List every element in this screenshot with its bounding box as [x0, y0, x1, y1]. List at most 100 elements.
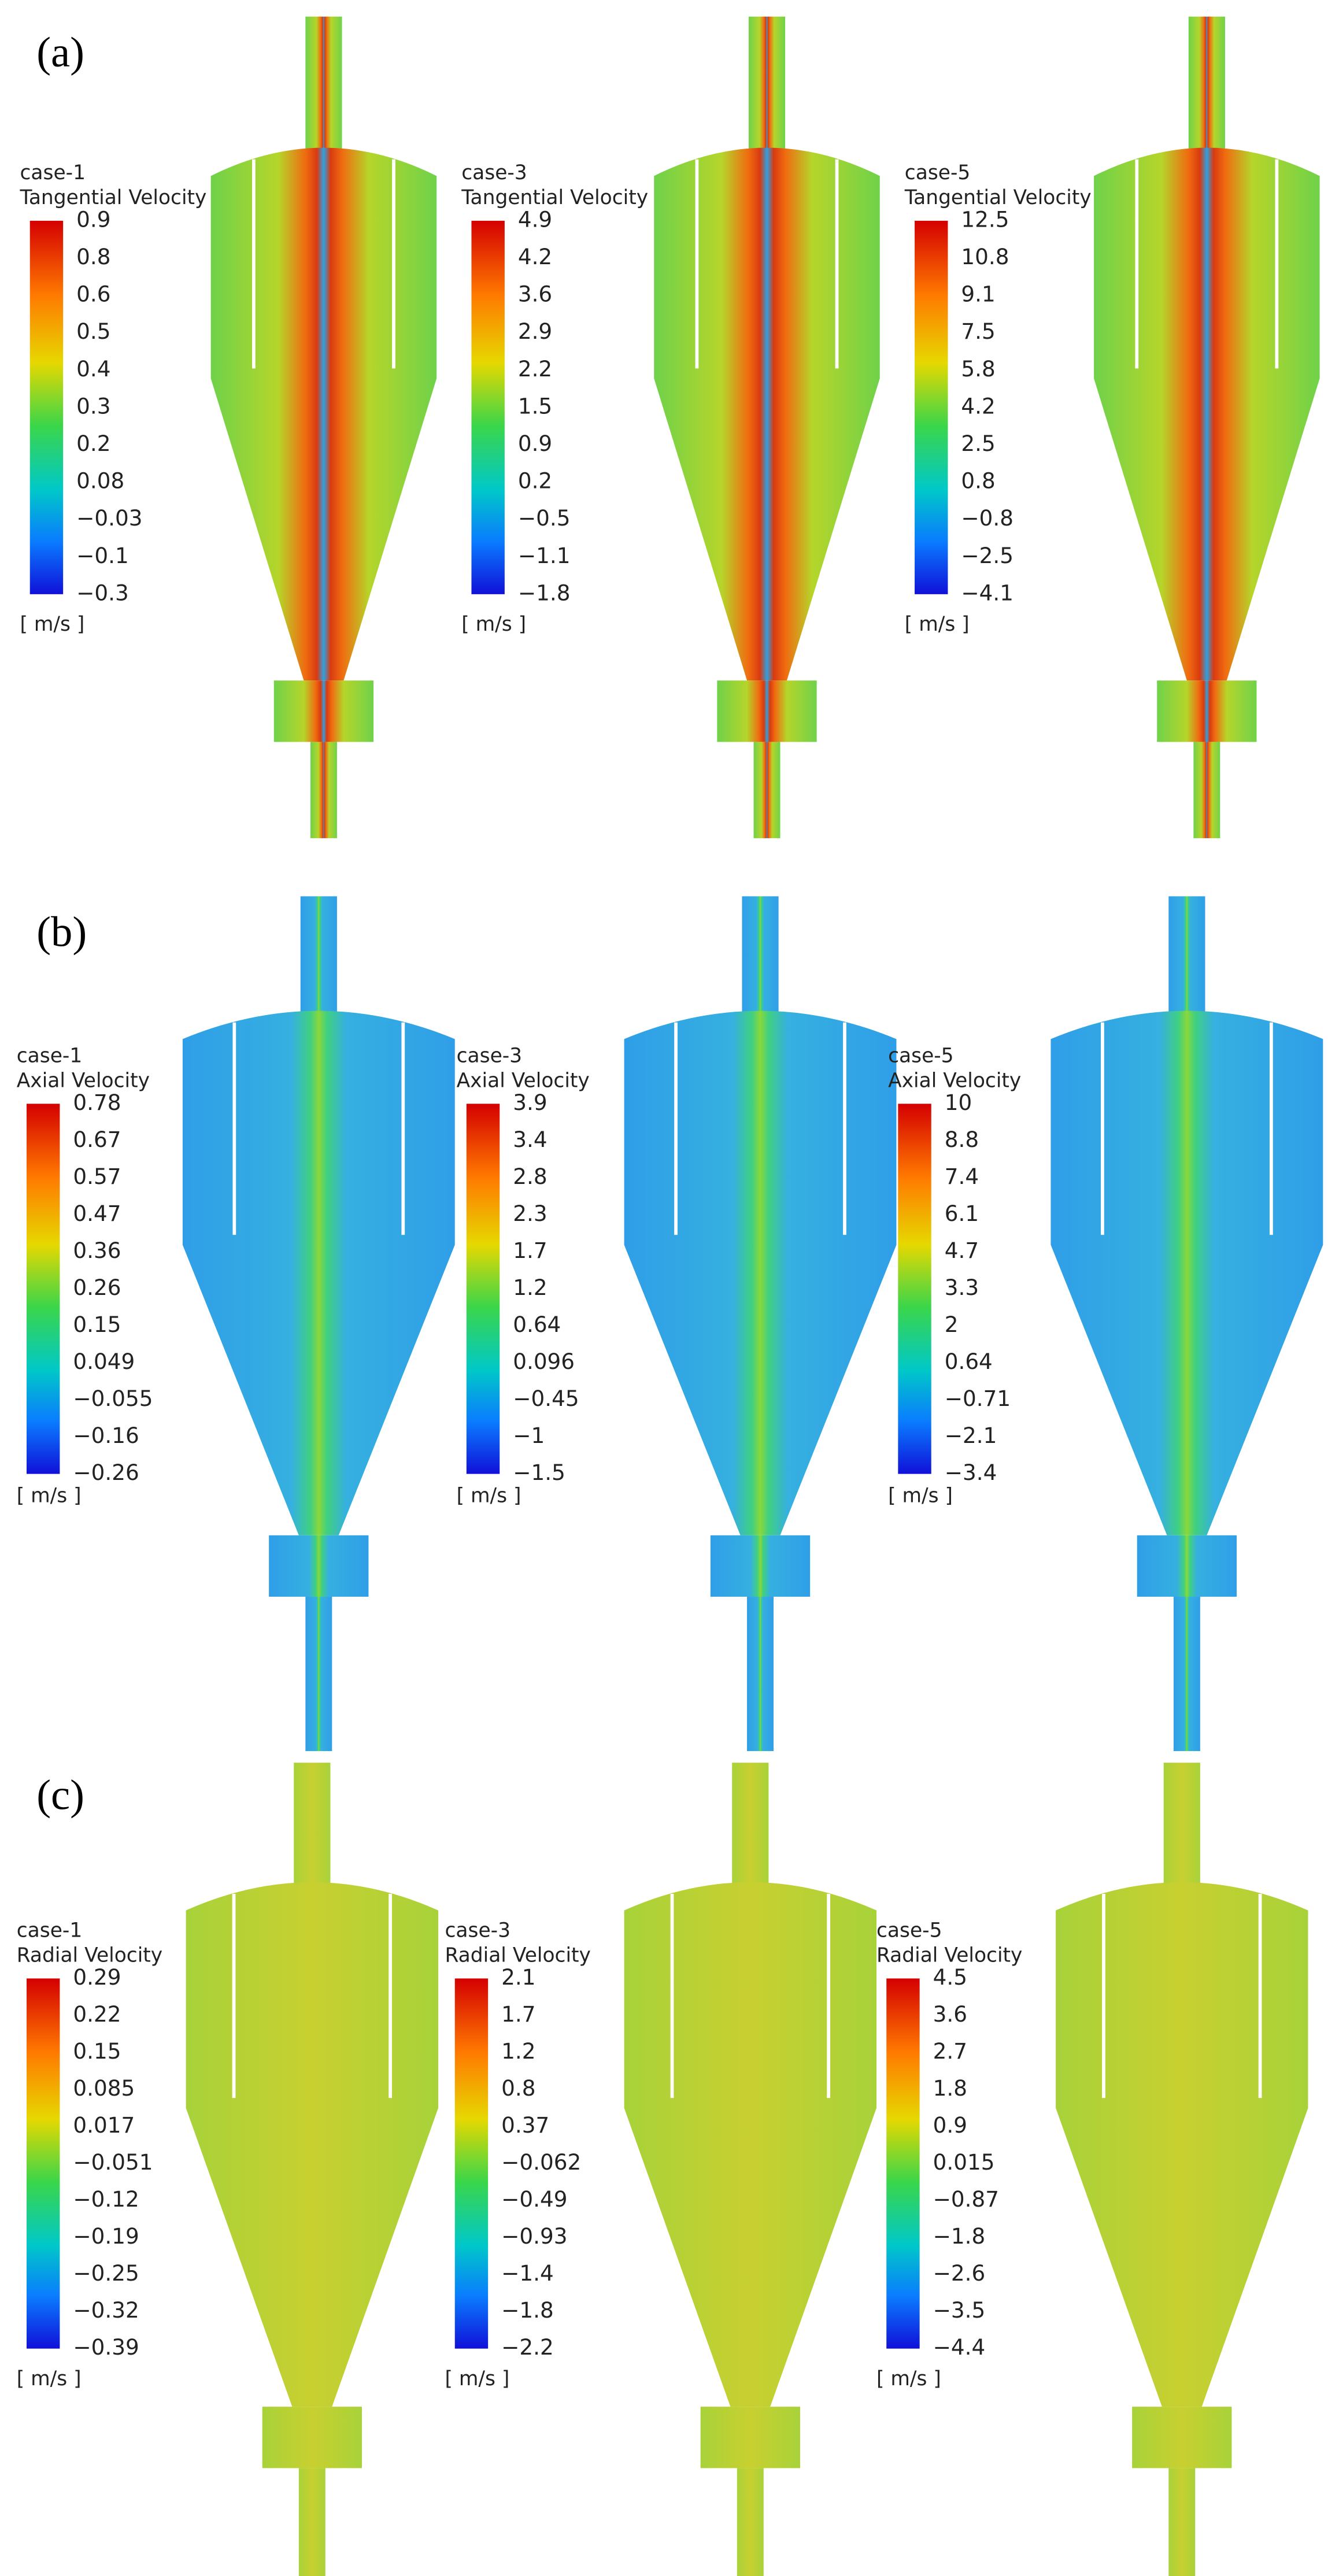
cyclone-body	[1094, 147, 1320, 681]
colorbar-tick-label: 2.2	[518, 356, 552, 382]
outlet-tube	[1193, 742, 1220, 838]
colorbar-tick-label: 1.5	[518, 393, 552, 419]
cyclone-body	[182, 1011, 455, 1535]
colorbar	[26, 1104, 60, 1474]
colorbar	[29, 220, 64, 594]
colorbar-tick-label: 2.7	[933, 2038, 967, 2064]
colorbar-tick-label: −0.3	[76, 580, 129, 605]
panel-label: (c)	[36, 1771, 84, 1819]
inlet-tube	[732, 1763, 769, 1897]
colorbar-tick-label: 3.4	[513, 1127, 547, 1152]
colorbar-tick-label: 0.37	[501, 2112, 549, 2138]
colorbar-tick-label: −1.1	[518, 543, 571, 568]
case-label: case-1	[20, 161, 86, 184]
colorbar-tick-label: −0.03	[76, 505, 142, 531]
case-label: case-5	[888, 1045, 954, 1068]
outlet-tube	[1173, 1597, 1200, 1752]
colorbar-tick-label: 1.7	[501, 2001, 535, 2027]
colorbar-tick-label: −4.1	[961, 580, 1013, 605]
colorbar-tick-label: 0.22	[73, 2001, 121, 2027]
colorbar-tick-label: 4.2	[961, 393, 995, 419]
colorbar-tick-label: 0.8	[961, 468, 995, 494]
quantity-label: Radial Velocity	[17, 1944, 162, 1967]
quantity-label: Axial Velocity	[457, 1069, 590, 1093]
colorbar-tick-label: 0.5	[76, 319, 110, 344]
quantity-label: Tangential Velocity	[461, 186, 648, 209]
panel-label: (b)	[36, 908, 87, 956]
unit-label: [ m/s ]	[20, 613, 85, 636]
colorbar-tick-label: 0.64	[513, 1312, 561, 1337]
case-label: case-5	[905, 161, 971, 184]
cyclone-body	[186, 1882, 439, 2407]
colorbar-tick-label: 0.15	[73, 2038, 121, 2064]
colorbar-tick-label: −0.32	[73, 2297, 139, 2323]
colorbar-tick-label: 0.36	[73, 1238, 121, 1263]
underflow-box	[717, 680, 817, 742]
outlet-tube	[310, 742, 337, 838]
colorbar	[915, 220, 948, 594]
colorbar-tick-label: 0.57	[73, 1164, 121, 1189]
colorbar-tick-label: 3.6	[933, 2001, 967, 2027]
colorbar-tick-label: −1.8	[501, 2297, 554, 2323]
outlet-tube	[753, 742, 780, 838]
colorbar-tick-label: 10.8	[961, 244, 1009, 269]
colorbar-tick-label: −0.062	[501, 2149, 581, 2175]
colorbar-tick-label: −0.8	[961, 505, 1013, 531]
colorbar-tick-label: 0.26	[73, 1275, 121, 1300]
colorbar-tick-label: −0.051	[73, 2149, 153, 2175]
colorbar-tick-label: −0.49	[501, 2186, 567, 2212]
colorbar-tick-label: 2	[945, 1312, 959, 1337]
colorbar-tick-label: 0.78	[73, 1090, 121, 1115]
unit-label: [ m/s ]	[905, 613, 970, 636]
colorbar-tick-label: 0.47	[73, 1201, 121, 1226]
colorbar-tick-label: −1.8	[518, 580, 571, 605]
cyclone-body	[624, 1882, 877, 2407]
panel-label: (a)	[36, 28, 84, 76]
colorbar-tick-label: −3.5	[933, 2297, 986, 2323]
colorbar-tick-label: −2.1	[945, 1423, 997, 1448]
colorbar-tick-label: 12.5	[961, 206, 1009, 232]
colorbar-tick-label: 3.9	[513, 1090, 547, 1115]
colorbar-tick-label: 7.5	[961, 319, 995, 344]
colorbar-tick-label: −2.5	[961, 543, 1013, 568]
colorbar-tick-label: 5.8	[961, 356, 995, 382]
underflow-box	[273, 680, 374, 742]
colorbar-tick-label: −0.45	[513, 1386, 579, 1411]
colorbar-tick-label: −0.39	[73, 2334, 139, 2360]
cyclone-body	[1050, 1011, 1323, 1535]
case-label: case-1	[17, 1045, 83, 1068]
colorbar-tick-label: 2.5	[961, 431, 995, 456]
underflow-box	[1137, 1535, 1237, 1597]
colorbar-tick-label: 1.2	[513, 1275, 547, 1300]
colorbar-tick-label: 6.1	[945, 1201, 979, 1226]
colorbar-tick-label: −0.12	[73, 2186, 139, 2212]
colorbar-tick-label: −1.5	[513, 1460, 565, 1485]
colorbar-tick-label: −0.93	[501, 2223, 567, 2249]
colorbar-tick-label: −0.87	[933, 2186, 999, 2212]
colorbar-tick-label: −0.5	[518, 505, 571, 531]
colorbar-tick-label: 0.9	[933, 2112, 967, 2138]
colorbar-tick-label: 2.3	[513, 1201, 547, 1226]
case-label: case-3	[457, 1045, 523, 1068]
underflow-box	[269, 1535, 369, 1597]
colorbar-tick-label: 4.7	[945, 1238, 979, 1263]
colorbar-tick-label: 0.2	[76, 431, 110, 456]
unit-label: [ m/s ]	[445, 2367, 510, 2390]
colorbar-tick-label: 4.2	[518, 244, 552, 269]
unit-label: [ m/s ]	[888, 1484, 953, 1507]
colorbar-tick-label: 1.7	[513, 1238, 547, 1263]
colorbar-tick-label: 0.085	[73, 2075, 135, 2101]
underflow-box	[1157, 680, 1257, 742]
colorbar-tick-label: −3.4	[945, 1460, 997, 1485]
outlet-tube	[1168, 2468, 1196, 2576]
colorbar	[471, 220, 505, 594]
colorbar-tick-label: −0.19	[73, 2223, 139, 2249]
outlet-tube	[305, 1597, 332, 1752]
quantity-label: Tangential Velocity	[20, 186, 207, 209]
inlet-tube	[294, 1763, 331, 1897]
case-label: case-5	[876, 1919, 942, 1942]
colorbar	[26, 1978, 60, 2349]
colorbar-tick-label: 0.015	[933, 2149, 995, 2175]
quantity-label: Radial Velocity	[876, 1944, 1022, 1967]
